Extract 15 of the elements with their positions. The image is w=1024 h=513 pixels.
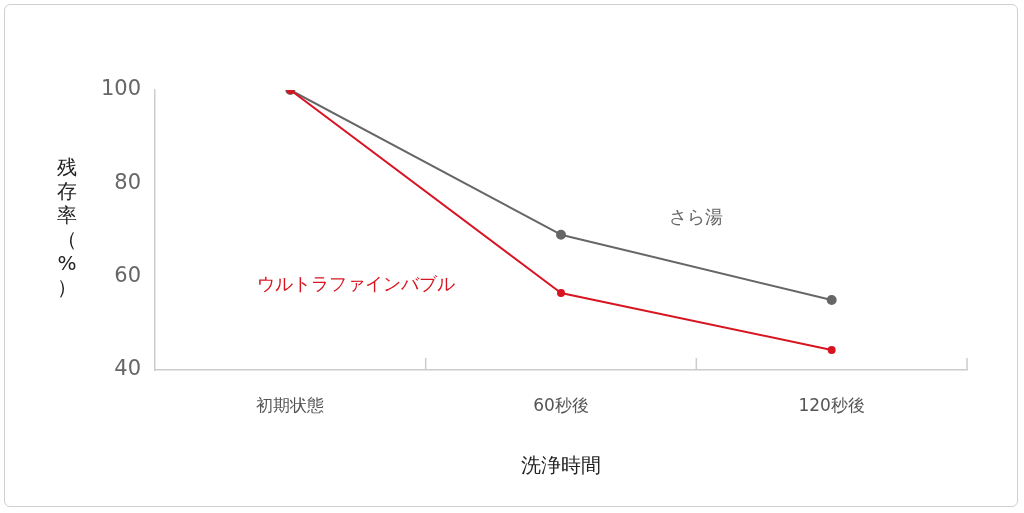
series-label: さら湯 [669, 206, 723, 228]
point [556, 229, 566, 240]
y-tick-label: 60 [114, 263, 141, 288]
y-tick-label: 100 [100, 76, 141, 101]
x-tick-label: 初期状態 [256, 394, 325, 415]
text: ウルトラファインバブル [257, 272, 455, 294]
x-axis-title: 洗浄時間 [521, 453, 601, 478]
point [826, 295, 837, 305]
point [827, 345, 836, 354]
x-tick-label: 60秒後 [533, 394, 589, 415]
y-tick-label: 80 [114, 169, 141, 194]
x-tick-label: 120秒後 [798, 394, 865, 415]
point [557, 289, 565, 297]
y-tick-label: 40 [114, 356, 141, 381]
y-axis-title: 残存率（%） [56, 155, 78, 299]
